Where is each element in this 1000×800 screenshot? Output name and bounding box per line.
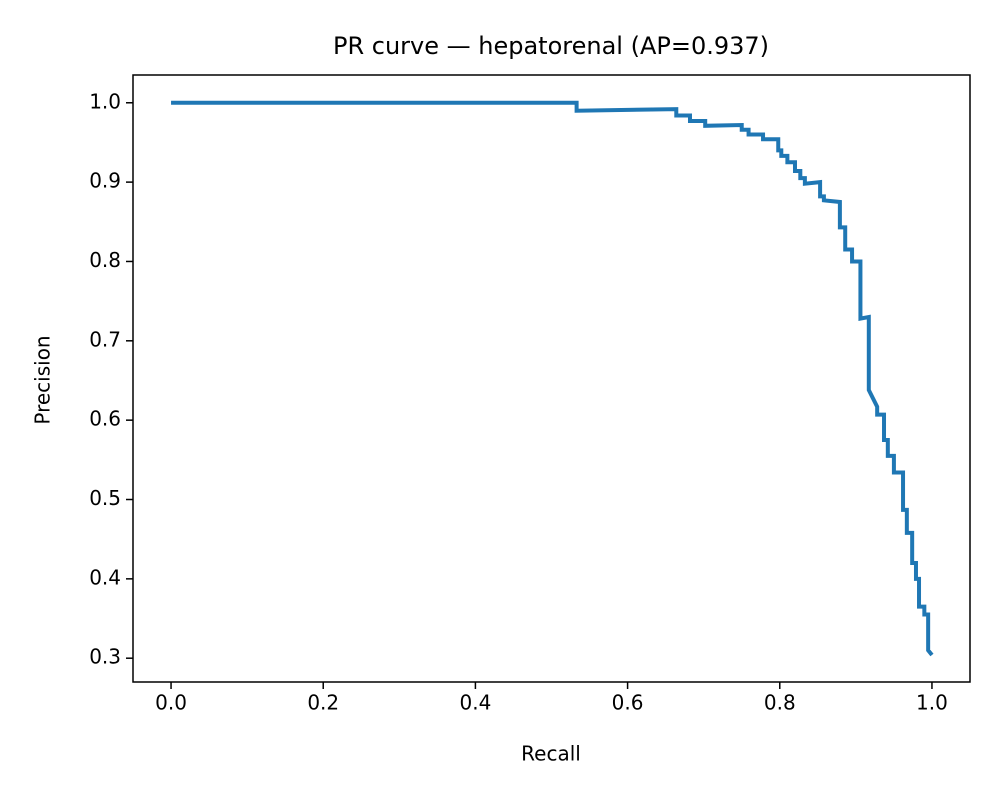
pr-curve xyxy=(171,100,934,657)
y-tick-label: 0.3 xyxy=(89,645,121,669)
y-tick-label: 1.0 xyxy=(89,89,121,113)
x-tick-label: 0.2 xyxy=(307,691,339,715)
y-tick-label: 0.6 xyxy=(89,407,121,431)
x-tick-label: 0.6 xyxy=(612,691,644,715)
y-tick-label: 0.4 xyxy=(89,565,121,589)
y-axis-label: Precision xyxy=(31,335,55,424)
plot-frame xyxy=(132,74,971,683)
x-axis-label: Recall xyxy=(521,742,581,766)
x-tick-label: 0.0 xyxy=(155,691,187,715)
y-tick-label: 0.8 xyxy=(89,248,121,272)
y-tick-label: 0.7 xyxy=(89,327,121,351)
y-tick-label: 0.5 xyxy=(89,486,121,510)
chart-title: PR curve — hepatorenal (AP=0.937) xyxy=(333,32,769,60)
x-tick-label: 1.0 xyxy=(916,691,948,715)
y-tick-label: 0.9 xyxy=(89,169,121,193)
x-tick-label: 0.8 xyxy=(764,691,796,715)
x-tick-label: 0.4 xyxy=(460,691,492,715)
